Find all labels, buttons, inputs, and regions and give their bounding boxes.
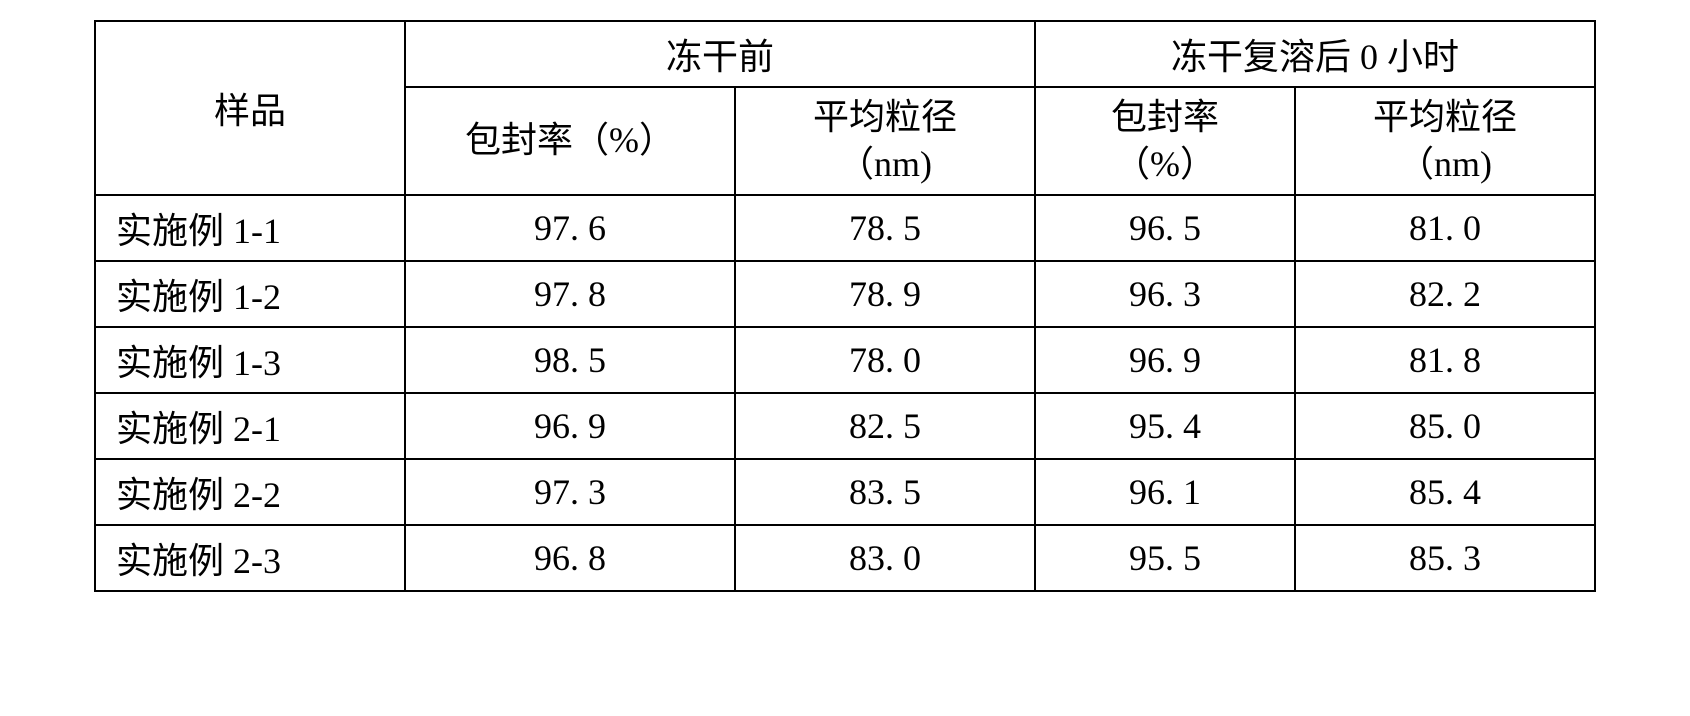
row-label: 实施例 2-3 [95, 525, 405, 591]
header-text: （%） [1114, 144, 1216, 184]
header-text: （nm) [1398, 144, 1492, 184]
cell-value: 78. 5 [735, 195, 1035, 261]
table-row: 实施例 2-1 96. 9 82. 5 95. 4 85. 0 [95, 393, 1595, 459]
cell-value: 97. 6 [405, 195, 735, 261]
cell-value: 96. 3 [1035, 261, 1295, 327]
cell-value: 82. 2 [1295, 261, 1595, 327]
cell-value: 78. 9 [735, 261, 1035, 327]
cell-value: 85. 4 [1295, 459, 1595, 525]
table-row: 实施例 1-2 97. 8 78. 9 96. 3 82. 2 [95, 261, 1595, 327]
table-row: 实施例 1-3 98. 5 78. 0 96. 9 81. 8 [95, 327, 1595, 393]
row-label: 实施例 1-2 [95, 261, 405, 327]
cell-value: 82. 5 [735, 393, 1035, 459]
table-row: 实施例 2-3 96. 8 83. 0 95. 5 85. 3 [95, 525, 1595, 591]
cell-value: 97. 8 [405, 261, 735, 327]
cell-value: 85. 3 [1295, 525, 1595, 591]
cell-value: 96. 9 [1035, 327, 1295, 393]
header-group-after: 冻干复溶后 0 小时 [1035, 21, 1595, 87]
table-body: 实施例 1-1 97. 6 78. 5 96. 5 81. 0 实施例 1-2 … [95, 195, 1595, 591]
cell-value: 78. 0 [735, 327, 1035, 393]
header-text: 平均粒径 [813, 97, 957, 137]
cell-value: 83. 5 [735, 459, 1035, 525]
table-row: 实施例 2-2 97. 3 83. 5 96. 1 85. 4 [95, 459, 1595, 525]
cell-value: 81. 8 [1295, 327, 1595, 393]
header-sample: 样品 [95, 21, 405, 195]
header-encapsulation-before: 包封率（%） [405, 87, 735, 195]
header-text: （nm) [838, 144, 932, 184]
cell-value: 96. 1 [1035, 459, 1295, 525]
table-row: 实施例 1-1 97. 6 78. 5 96. 5 81. 0 [95, 195, 1595, 261]
header-text: 平均粒径 [1373, 97, 1517, 137]
row-label: 实施例 1-3 [95, 327, 405, 393]
cell-value: 85. 0 [1295, 393, 1595, 459]
header-particle-size-before: 平均粒径 （nm) [735, 87, 1035, 195]
row-label: 实施例 2-2 [95, 459, 405, 525]
cell-value: 96. 5 [1035, 195, 1295, 261]
cell-value: 83. 0 [735, 525, 1035, 591]
header-particle-size-after: 平均粒径 （nm) [1295, 87, 1595, 195]
header-encapsulation-after: 包封率 （%） [1035, 87, 1295, 195]
cell-value: 98. 5 [405, 327, 735, 393]
data-table: 样品 冻干前 冻干复溶后 0 小时 包封率（%） 平均粒径 （nm) 包封率 （… [94, 20, 1596, 592]
cell-value: 95. 5 [1035, 525, 1295, 591]
header-text: 包封率 [1111, 97, 1219, 137]
row-label: 实施例 2-1 [95, 393, 405, 459]
header-group-before: 冻干前 [405, 21, 1035, 87]
header-text: 包封率（%） [465, 120, 675, 160]
cell-value: 95. 4 [1035, 393, 1295, 459]
table-header-row-1: 样品 冻干前 冻干复溶后 0 小时 [95, 21, 1595, 87]
cell-value: 96. 9 [405, 393, 735, 459]
cell-value: 97. 3 [405, 459, 735, 525]
cell-value: 96. 8 [405, 525, 735, 591]
row-label: 实施例 1-1 [95, 195, 405, 261]
cell-value: 81. 0 [1295, 195, 1595, 261]
